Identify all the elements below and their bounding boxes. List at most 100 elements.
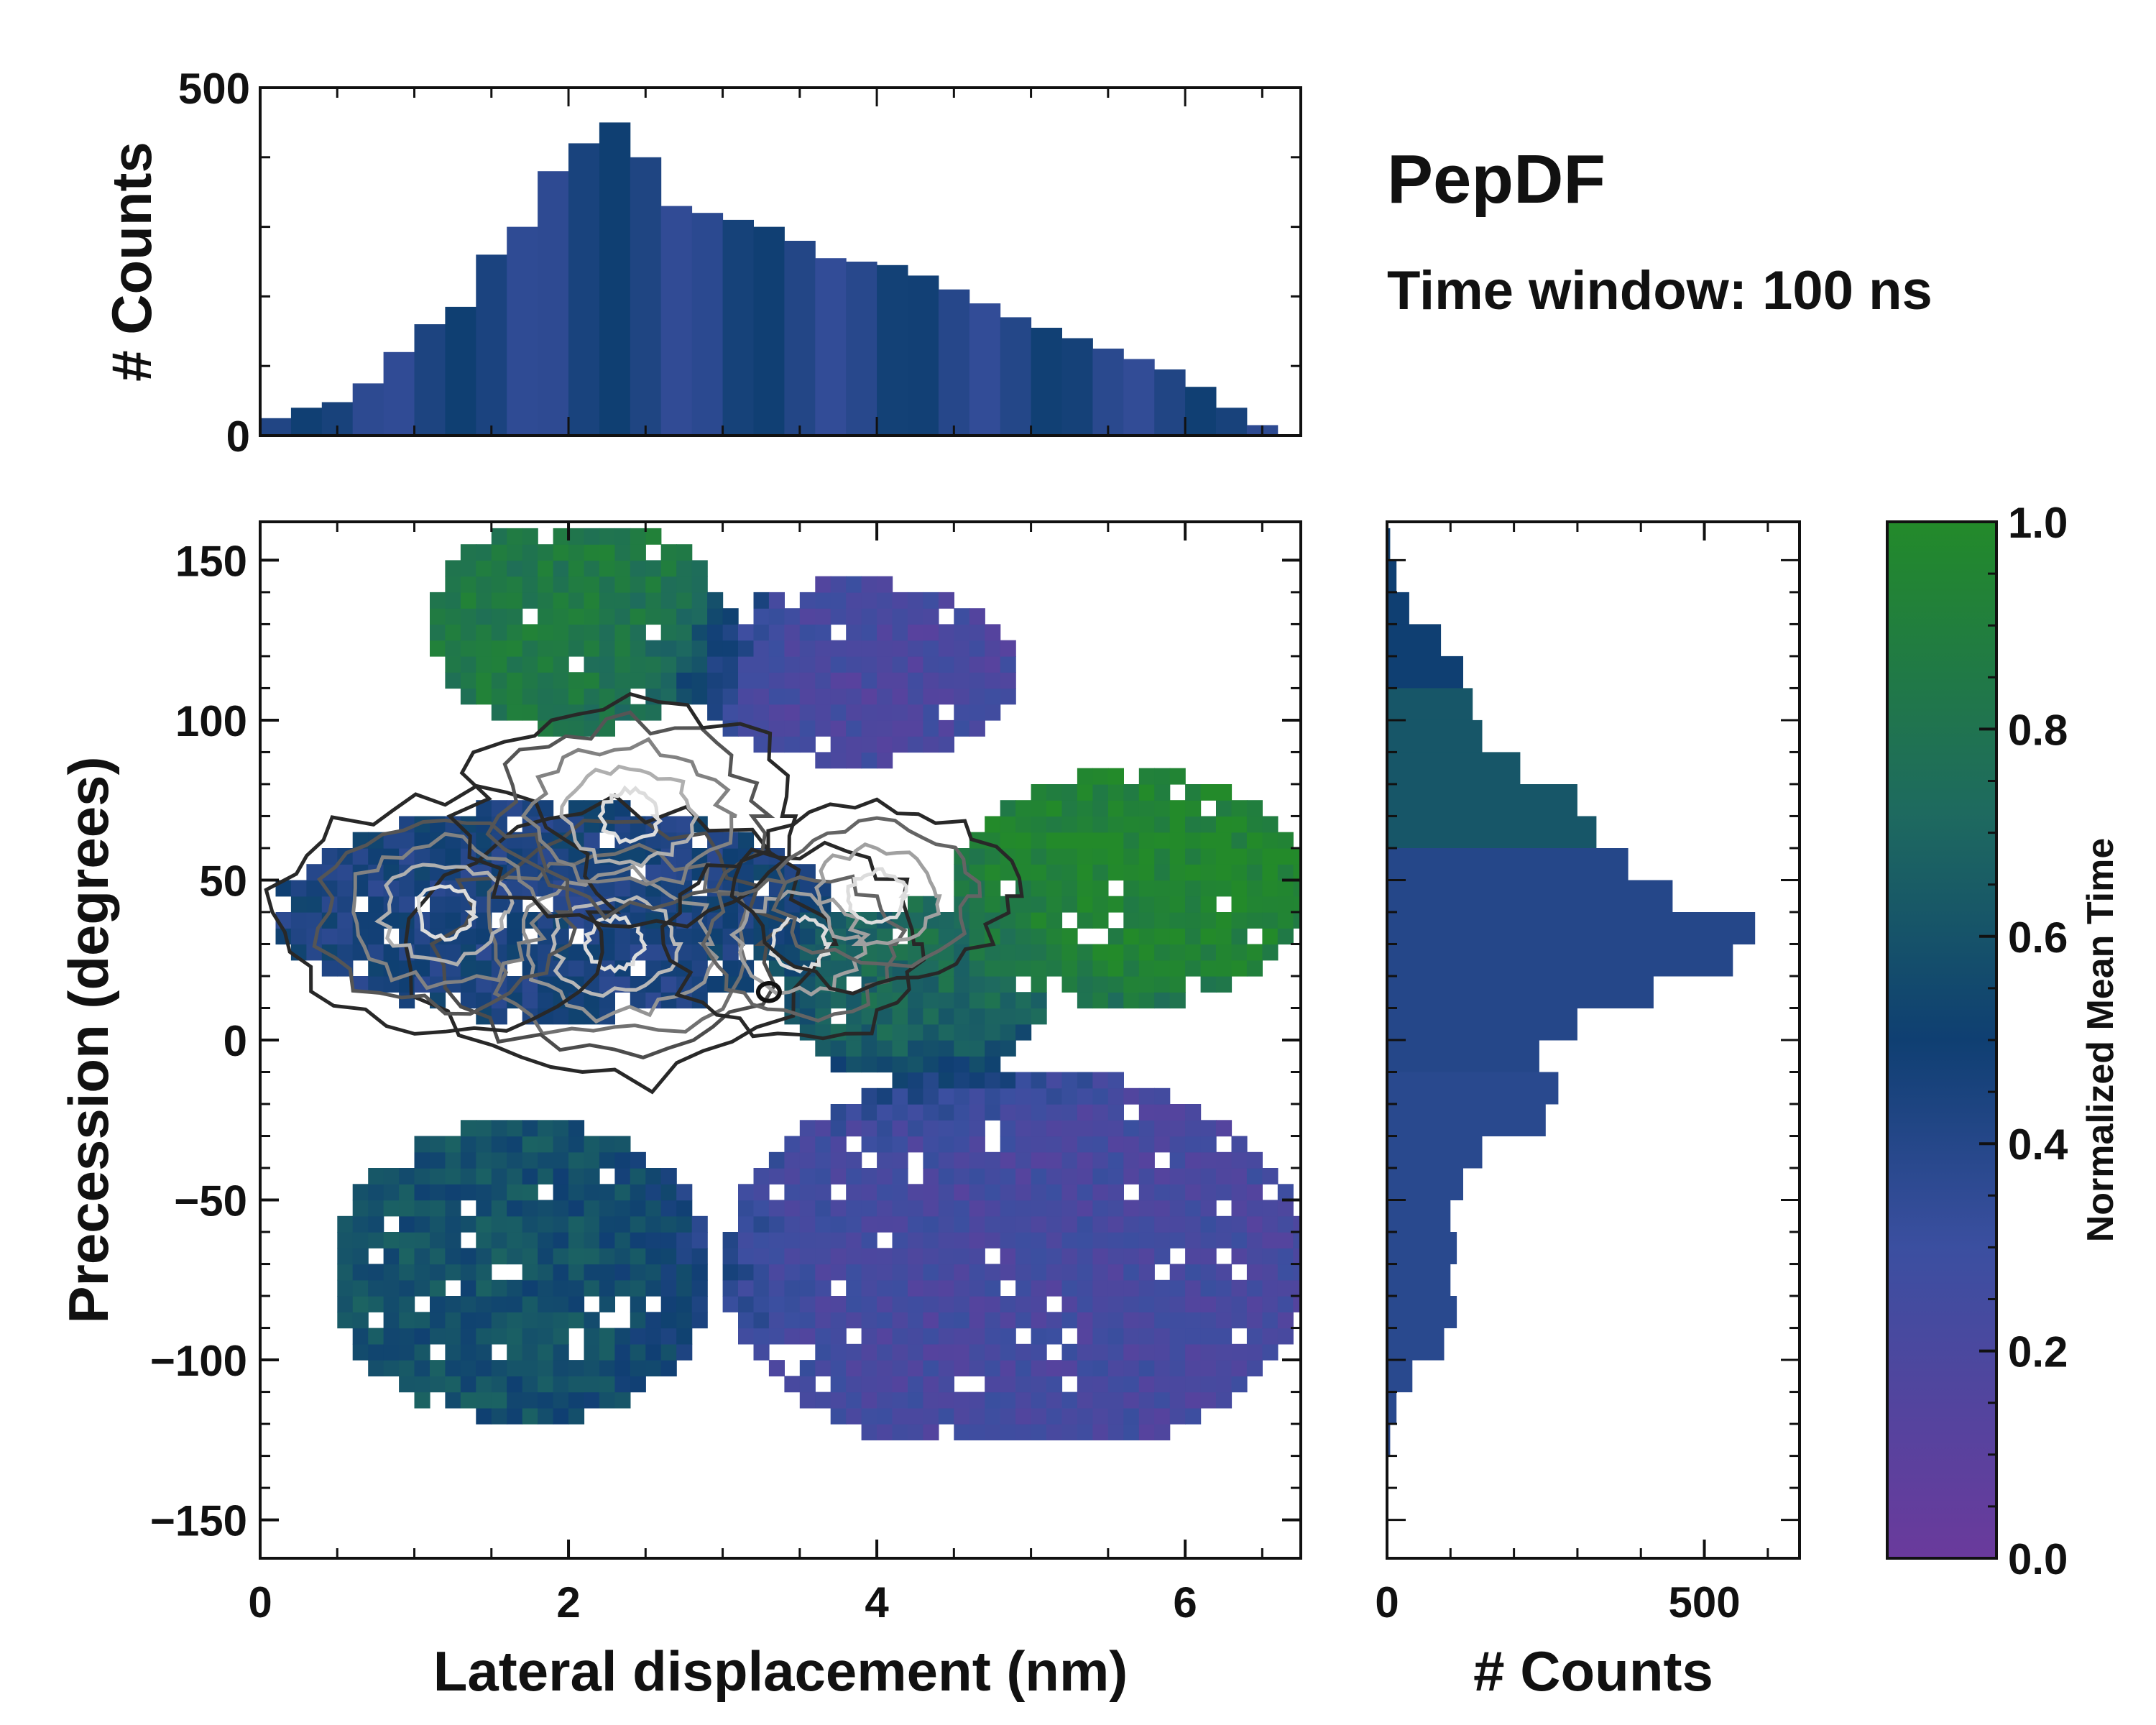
- heatmap-cell: [1123, 784, 1139, 801]
- heatmap-cell: [645, 640, 661, 657]
- heatmap-cell: [1015, 1072, 1031, 1089]
- right-x-tick-label: 0: [1375, 1578, 1399, 1627]
- heatmap-cell: [568, 1408, 584, 1425]
- heatmap-cell: [1170, 816, 1186, 833]
- heatmap-cell: [676, 592, 692, 609]
- heatmap-cell: [1154, 864, 1170, 880]
- heatmap-cell: [614, 1280, 630, 1297]
- heatmap-cell: [568, 1280, 584, 1297]
- heatmap-cell: [492, 1152, 507, 1169]
- heatmap-cell: [908, 1296, 923, 1312]
- heatmap-cell: [985, 688, 1000, 704]
- heatmap-cell: [1000, 688, 1016, 704]
- heatmap-cell: [1108, 928, 1124, 944]
- heatmap-cell: [939, 672, 954, 689]
- heatmap-cell: [846, 1152, 862, 1169]
- heatmap-cell: [923, 1088, 939, 1105]
- heatmap-cell: [877, 1152, 893, 1169]
- heatmap-cell: [893, 1216, 908, 1233]
- heatmap-cell: [939, 1376, 954, 1392]
- heatmap-cell: [1062, 1280, 1078, 1297]
- heatmap-cell: [676, 608, 692, 625]
- heatmap-cell: [584, 1360, 600, 1376]
- heatmap-cell: [1123, 1248, 1139, 1264]
- heatmap-cell: [908, 624, 923, 640]
- heatmap-cell: [723, 704, 739, 721]
- heatmap-cell: [723, 608, 739, 625]
- heatmap-cell: [1000, 1248, 1016, 1264]
- heatmap-cell: [784, 1296, 800, 1312]
- heatmap-cell: [1123, 992, 1139, 1008]
- heatmap-cell: [969, 1232, 985, 1248]
- heatmap-cell: [815, 608, 831, 625]
- heatmap-cell: [1015, 992, 1031, 1008]
- heatmap-cell: [1170, 1328, 1186, 1345]
- heatmap-cell: [399, 1312, 415, 1328]
- heatmap-cell: [368, 880, 384, 897]
- heatmap-cell: [862, 1200, 877, 1217]
- heatmap-cell: [461, 1152, 476, 1169]
- heatmap-cell: [492, 1376, 507, 1392]
- heatmap-cell: [923, 592, 939, 609]
- heatmap-cell: [1062, 1296, 1078, 1312]
- heatmap-cell: [908, 1376, 923, 1392]
- heatmap-cell: [445, 1152, 461, 1169]
- heatmap-cell: [1232, 928, 1248, 944]
- heatmap-cell: [893, 1248, 908, 1264]
- heatmap-cell: [1062, 800, 1078, 816]
- heatmap-cell: [1062, 1168, 1078, 1184]
- heatmap-cell: [1015, 1136, 1031, 1153]
- heatmap-cell: [553, 1392, 569, 1409]
- heatmap-cell: [568, 1392, 584, 1409]
- heatmap-cell: [939, 1296, 954, 1312]
- heatmap-cell: [630, 1184, 646, 1200]
- heatmap-cell: [754, 1328, 770, 1345]
- heatmap-cell: [1092, 1184, 1108, 1200]
- heatmap-cell: [754, 1280, 770, 1297]
- heatmap-cell: [862, 1280, 877, 1297]
- heatmap-cell: [738, 1296, 754, 1312]
- heatmap-cell: [614, 528, 630, 545]
- heatmap-cell: [908, 720, 923, 737]
- heatmap-cell: [1108, 1216, 1124, 1233]
- heatmap-cell: [1216, 1168, 1232, 1184]
- heatmap-cell: [707, 704, 723, 721]
- heatmap-cell: [969, 1216, 985, 1233]
- heatmap-cell: [846, 1408, 862, 1425]
- heatmap-cell: [939, 640, 954, 657]
- heatmap-cell: [445, 1344, 461, 1361]
- heatmap-cell: [1077, 1392, 1093, 1409]
- heatmap-cell: [1108, 1088, 1124, 1105]
- heatmap-cell: [923, 1120, 939, 1136]
- right-hist-bar: [1387, 720, 1483, 753]
- heatmap-cell: [954, 1008, 969, 1025]
- heatmap-cell: [584, 816, 600, 833]
- heatmap-cell: [1278, 832, 1294, 849]
- heatmap-cell: [692, 560, 708, 576]
- heatmap-cell: [1000, 1024, 1016, 1041]
- heatmap-cell: [969, 848, 985, 865]
- heatmap-cell: [784, 608, 800, 625]
- heatmap-cell: [538, 1168, 553, 1184]
- heatmap-cell: [939, 1312, 954, 1328]
- heatmap-cell: [1077, 944, 1093, 961]
- heatmap-cell: [1031, 880, 1047, 897]
- heatmap-cell: [862, 736, 877, 753]
- heatmap-cell: [815, 1392, 831, 1409]
- heatmap-cell: [969, 1088, 985, 1105]
- heatmap-cell: [630, 672, 646, 689]
- heatmap-cell: [553, 1280, 569, 1297]
- heatmap-cell: [1262, 832, 1278, 849]
- heatmap-cell: [461, 1136, 476, 1153]
- heatmap-cell: [384, 1184, 400, 1200]
- heatmap-cell: [676, 1296, 692, 1312]
- heatmap-cell: [584, 1232, 600, 1248]
- heatmap-cell: [507, 1200, 522, 1217]
- heatmap-cell: [738, 640, 754, 657]
- heatmap-cell: [846, 1216, 862, 1233]
- heatmap-cell: [584, 608, 600, 625]
- heatmap-cell: [461, 1344, 476, 1361]
- heatmap-cell: [815, 1232, 831, 1248]
- heatmap-cell: [1046, 1264, 1062, 1281]
- heatmap-cell: [1170, 1104, 1186, 1121]
